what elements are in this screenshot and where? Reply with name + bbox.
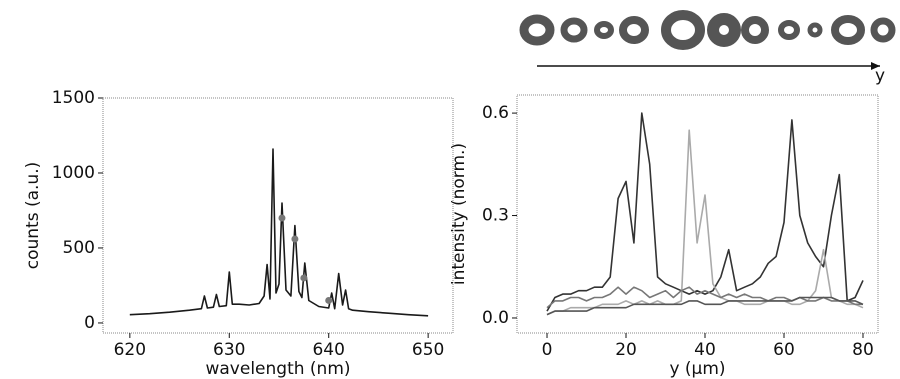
- ring: [524, 19, 550, 41]
- x-tick-label: 640: [312, 340, 344, 360]
- ring: [597, 24, 611, 36]
- y-tick-label: 0.3: [482, 206, 509, 226]
- chart: 620 630 640 650 0 500 1000 1500 wavelength (nm) c…: [23, 88, 453, 379]
- ring: [781, 23, 797, 37]
- data-line: [547, 113, 863, 311]
- x-tick-label: 620: [114, 340, 146, 360]
- y-tick-label: 0: [84, 313, 95, 333]
- ring: [810, 25, 820, 35]
- data-line: [130, 149, 428, 316]
- y-axis-label: intensity (norm.): [449, 143, 469, 285]
- x-tick-label: 0: [542, 340, 553, 360]
- x-tick-label: 630: [213, 340, 245, 360]
- x-tick-label: 40: [694, 340, 716, 360]
- marker: [278, 214, 285, 221]
- y-tick-label: 0.6: [482, 103, 509, 123]
- marker: [300, 274, 307, 281]
- x-axis-label: wavelength (nm): [205, 359, 350, 379]
- ring: [623, 20, 645, 40]
- y-tick-label: 1500: [52, 88, 95, 108]
- plot-frame: [103, 98, 453, 333]
- y-tick-label: 0.0: [482, 308, 509, 328]
- x-tick-label: 650: [412, 340, 444, 360]
- x-tick-label: 60: [773, 340, 795, 360]
- x-tick-label: 80: [852, 340, 874, 360]
- ring: [666, 15, 700, 45]
- y-axis-label: counts (a.u.): [23, 162, 43, 270]
- x-tick-label: 20: [615, 340, 637, 360]
- marker: [325, 297, 332, 304]
- ring: [745, 20, 765, 40]
- ring: [835, 19, 861, 41]
- ring: [713, 19, 735, 41]
- figure: y 620 630 640 650 0 500 1000 1500 wavelength (nm…: [0, 0, 900, 379]
- chart: 0 20 40 60 80 0.0 0.3 0.6 y (μm) intensity (norm.…: [449, 95, 878, 379]
- y-tick-label: 500: [63, 238, 95, 258]
- ring: [564, 21, 584, 39]
- ring-inset: y: [524, 15, 892, 86]
- ring: [874, 21, 892, 39]
- marker: [291, 235, 298, 242]
- y-tick-label: 1000: [52, 163, 95, 183]
- inset-axis-label: y: [875, 66, 885, 86]
- x-axis-label: y (μm): [669, 359, 725, 379]
